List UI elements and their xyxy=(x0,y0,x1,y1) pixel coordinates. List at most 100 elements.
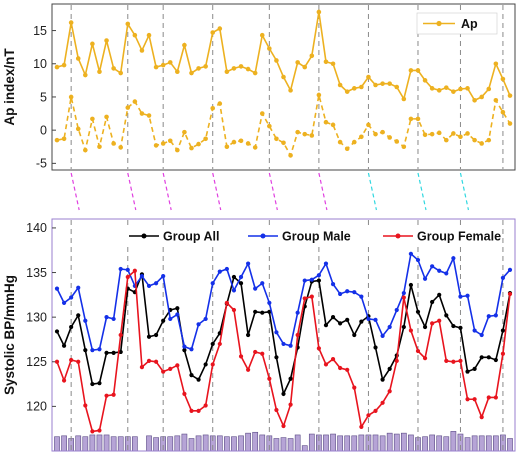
bp-series-1-point xyxy=(472,328,477,333)
bp-series-1-point xyxy=(479,332,484,338)
bp-legend-marker-1 xyxy=(260,233,266,239)
connector-line xyxy=(417,172,427,211)
bp-series-0-point xyxy=(430,299,435,305)
connector-line xyxy=(318,172,328,211)
bp-bar xyxy=(202,434,209,452)
bp-series-1-point xyxy=(309,277,314,282)
bp-ytick-label: 130 xyxy=(26,310,47,324)
ap-series-0-point xyxy=(436,88,442,93)
bp-series-0-point xyxy=(274,355,279,360)
ap-series-1-point xyxy=(238,138,244,144)
ap-ytick-label: 10 xyxy=(33,57,47,71)
bp-series-2-point xyxy=(111,392,116,397)
ap-series-0-point xyxy=(507,93,513,98)
bp-series-1-point xyxy=(507,267,513,272)
bp-series-0-point xyxy=(500,328,506,333)
ap-series-0-point xyxy=(210,30,216,35)
bp-series-2-point xyxy=(352,385,357,390)
bp-bar xyxy=(181,433,188,452)
bp-series-2-point xyxy=(54,359,60,364)
bp-legend-label-2: Group Female xyxy=(417,230,501,244)
ap-series-0-point xyxy=(408,68,414,73)
ap-series-0-point xyxy=(75,56,81,61)
bp-series-1-point xyxy=(161,274,166,279)
bp-series-2-point xyxy=(493,395,498,400)
bp-series-0-point xyxy=(330,315,336,320)
bp-series-0-point xyxy=(90,381,95,387)
bp-bar xyxy=(188,438,195,452)
bp-bar xyxy=(478,435,485,452)
bp-series-1-point xyxy=(274,330,279,335)
ap-series-1-point xyxy=(472,137,477,143)
bp-bar xyxy=(372,434,379,452)
ap-series-1-point xyxy=(203,136,208,142)
bp-bar xyxy=(400,432,407,452)
ap-series-0-point xyxy=(203,64,208,69)
bp-bar xyxy=(252,431,259,452)
ap-series-1-point xyxy=(259,111,265,116)
ap-series-1-point xyxy=(196,141,201,147)
bp-series-1-point xyxy=(373,317,378,322)
ap-series-1-point xyxy=(153,143,159,148)
ap-series-0-point xyxy=(387,81,392,86)
bp-series-1-point xyxy=(493,313,498,318)
bp-series-1-point xyxy=(238,274,244,280)
bp-series-2-point xyxy=(196,408,201,413)
ap-series-1-point xyxy=(436,130,442,136)
ap-series-1-point xyxy=(217,101,223,106)
ap-series-0-point xyxy=(479,94,484,100)
ap-series-0-point xyxy=(351,86,357,91)
bp-bar xyxy=(308,433,315,452)
bp-series-2-point xyxy=(472,397,477,402)
bp-series-0-point xyxy=(458,325,463,330)
bp-y-axis-title: Systolic BP/mmHg xyxy=(2,275,17,395)
bp-series-1-point xyxy=(387,324,392,330)
ap-series-0-point xyxy=(451,89,456,94)
bp-bar xyxy=(96,434,103,452)
bp-series-2-point xyxy=(437,318,442,323)
ap-series-1-point xyxy=(231,139,237,145)
ap-series-0-point xyxy=(68,20,74,25)
bp-legend-label-1: Group Male xyxy=(282,230,351,244)
bp-series-0-point xyxy=(345,317,350,322)
ap-series-1-point xyxy=(182,129,187,135)
ap-series-1-point xyxy=(104,114,109,120)
ap-series-0-point xyxy=(189,70,194,76)
ap-legend-marker xyxy=(436,20,442,27)
bp-series-2-point xyxy=(153,359,159,364)
ap-series-1-point xyxy=(443,137,449,143)
bp-series-0-point xyxy=(253,309,258,314)
bp-series-2-point xyxy=(104,393,109,398)
bp-bar xyxy=(464,437,471,452)
bp-series-2-point xyxy=(217,341,222,347)
bp-series-0-point xyxy=(338,321,343,326)
ap-series-0-point xyxy=(281,74,286,80)
bp-series-1-point xyxy=(76,285,81,290)
bp-series-0-point xyxy=(54,329,60,334)
bp-series-2-point xyxy=(274,407,279,413)
bp-ytick-label: 125 xyxy=(26,355,47,369)
bp-series-0-point xyxy=(76,313,81,318)
bp-series-1-point xyxy=(316,273,321,278)
ap-series-0-point xyxy=(259,32,265,38)
ap-series-0-point xyxy=(401,96,407,102)
connector-line xyxy=(459,172,470,211)
ap-series-0-point xyxy=(443,85,449,90)
ap-series-1-point xyxy=(189,145,194,151)
bp-series-0-point xyxy=(415,309,421,314)
bp-series-0-point xyxy=(316,278,321,283)
ap-series-0-point xyxy=(111,66,116,71)
bp-series-2-point xyxy=(238,354,244,359)
ap-series-1-point xyxy=(366,122,371,128)
bp-series-2-point xyxy=(373,408,378,413)
bp-series-0-point xyxy=(83,348,88,353)
bp-series-2-point xyxy=(302,296,307,301)
ap-series-1-point xyxy=(394,139,400,144)
bp-series-0-point xyxy=(246,332,251,338)
bp-series-2-point xyxy=(366,413,371,418)
bp-series-0-point xyxy=(97,381,102,386)
ap-series-0-point xyxy=(330,61,336,67)
ap-series-0-point xyxy=(359,84,364,90)
bp-series-0-point xyxy=(401,324,406,330)
bp-series-1-point xyxy=(61,300,67,305)
